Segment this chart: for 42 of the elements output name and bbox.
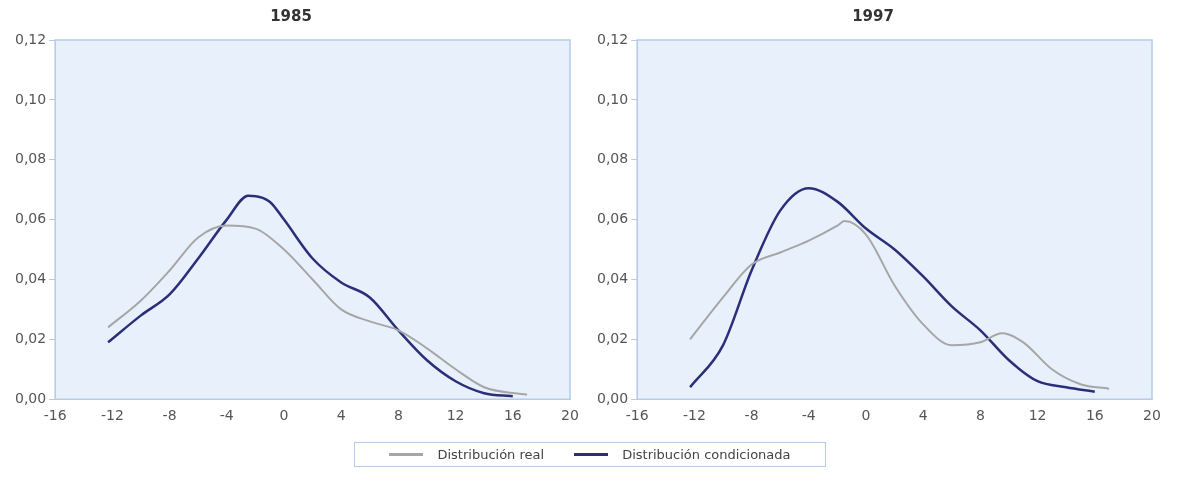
y-tick-label: 0,10 [15,90,47,107]
x-tick-label: 4 [336,407,346,424]
y-tick-label: 0,04 [15,270,47,287]
x-tick-label: 12 [446,407,465,424]
legend-label: Distribución condicionada [622,447,791,462]
x-tick-label: -12 [682,407,706,424]
y-tick-label: 0,10 [597,90,629,107]
chart-title: 1985 [270,6,312,25]
chart-title: 1997 [852,6,894,25]
line-series [689,220,1111,390]
x-tick-label: 8 [393,407,403,424]
x-tick-label: -12 [100,407,124,424]
x-tick-label: 16 [1085,407,1104,424]
y-tick-label: 0,00 [597,389,629,406]
x-tick-label: -16 [43,407,67,424]
y-tick-label: 0,04 [597,270,629,287]
x-tick-label: 20 [1143,407,1161,424]
x-tick-label: 4 [918,407,928,424]
x-tick-label: 16 [503,407,522,424]
y-tick-label: 0,02 [597,329,629,346]
line-series [106,194,515,398]
y-tick-label: 0,02 [15,329,47,346]
y-tick-label: 0,08 [15,150,47,167]
x-tick-label: 0 [279,407,289,424]
y-tick-label: 0,06 [15,210,47,227]
x-tick-label: 8 [975,407,985,424]
x-tick-label: -4 [801,407,816,424]
line-series [107,224,529,396]
y-tick-label: 0,12 [597,30,629,47]
y-tick-label: 0,12 [15,30,47,47]
line-series [688,186,1097,393]
x-tick-label: -8 [744,407,759,424]
legend-label: Distribución real [437,447,545,462]
x-tick-label: 12 [1028,407,1047,424]
y-tick-label: 0,00 [15,389,47,406]
y-tick-label: 0,08 [597,150,629,167]
x-tick-label: 20 [561,407,579,424]
x-tick-label: 0 [861,407,871,424]
x-tick-label: -4 [219,407,234,424]
y-tick-label: 0,06 [597,210,629,227]
x-tick-label: -8 [162,407,177,424]
x-tick-label: -16 [625,407,649,424]
